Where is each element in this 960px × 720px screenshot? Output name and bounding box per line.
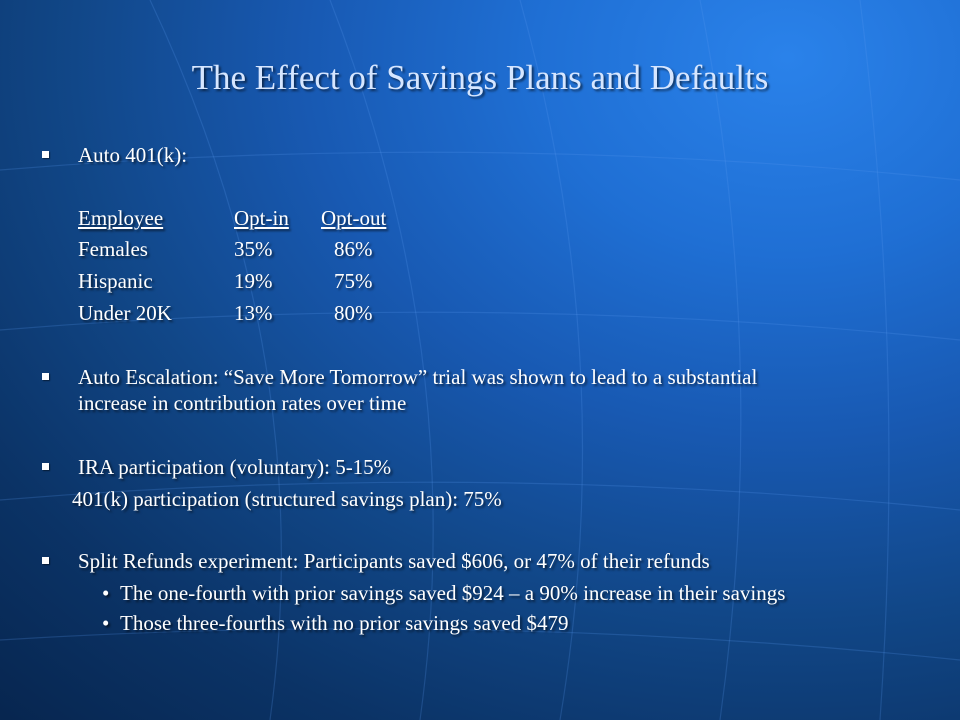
bullet-square-icon [42, 557, 49, 564]
table-row-0-opt-out: 86% [334, 237, 373, 261]
auto-401k-label: Auto 401(k): [78, 143, 188, 167]
table-header-opt-in: Opt-in [234, 206, 289, 230]
slide-title: The Effect of Savings Plans and Defaults [191, 58, 769, 97]
sub-bullet-dot-icon: • [102, 611, 110, 635]
table-row-0-opt-in: 35% [234, 237, 273, 261]
table-row-2-opt-in: 13% [234, 301, 273, 325]
split-refunds-sub-1: The one-fourth with prior savings saved … [120, 581, 786, 605]
bullet-square-icon [42, 373, 49, 380]
escalation-line-2: increase in contribution rates over time [78, 391, 407, 415]
table-header-opt-out: Opt-out [321, 206, 387, 230]
table-row-1-opt-in: 19% [234, 269, 273, 293]
table-header-employee: Employee [78, 206, 164, 230]
table-row-2-opt-out: 80% [334, 301, 373, 325]
table-row-1-employee: Hispanic [78, 269, 153, 293]
table-row-1-opt-out: 75% [334, 269, 373, 293]
split-refunds-text: Split Refunds experiment: Participants s… [78, 549, 710, 573]
table-row-2-employee: Under 20K [78, 301, 172, 325]
table-row-0-employee: Females [78, 237, 148, 261]
401k-participation-text: 401(k) participation (structured savings… [72, 487, 502, 511]
bullet-square-icon [42, 463, 49, 470]
ira-participation-text: IRA participation (voluntary): 5-15% [78, 455, 392, 479]
escalation-line-1: Auto Escalation: “Save More Tomorrow” tr… [78, 365, 758, 389]
split-refunds-sub-2: Those three-fourths with no prior saving… [120, 611, 569, 635]
bullet-square-icon [42, 151, 49, 158]
sub-bullet-dot-icon: • [102, 581, 110, 605]
